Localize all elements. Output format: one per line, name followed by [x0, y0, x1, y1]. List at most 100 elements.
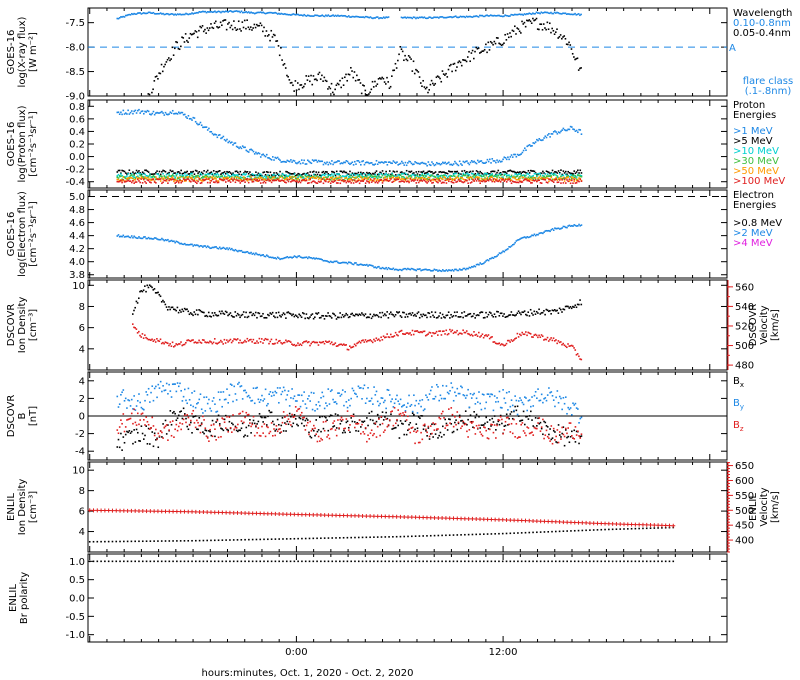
data-point — [485, 259, 488, 262]
y-tick-label: 4 — [79, 376, 85, 387]
data-point — [422, 170, 425, 173]
data-point — [375, 179, 378, 182]
data-point — [161, 110, 163, 113]
y-tick-label: 5.0 — [69, 192, 85, 203]
data-point — [200, 245, 203, 247]
data-point — [538, 176, 541, 179]
data-point — [235, 170, 238, 173]
data-point — [276, 316, 279, 319]
data-point — [524, 25, 527, 28]
data-point — [288, 340, 291, 343]
data-point — [224, 172, 227, 175]
data-point — [139, 237, 141, 239]
data-point — [508, 339, 510, 342]
data-point — [128, 169, 131, 172]
data-point — [334, 260, 337, 263]
data-point — [564, 177, 567, 179]
data-point — [398, 437, 401, 439]
data-point — [279, 339, 281, 342]
data-point — [359, 314, 362, 316]
data-point — [347, 73, 350, 76]
data-point — [302, 176, 304, 179]
data-point — [202, 175, 204, 178]
data-point — [412, 314, 415, 317]
data-point — [366, 263, 368, 266]
data-point — [466, 56, 469, 58]
data-point — [474, 172, 477, 175]
data-point — [329, 163, 332, 165]
data-point — [549, 178, 551, 181]
data-point — [317, 344, 320, 346]
data-point — [222, 179, 225, 182]
data-point — [176, 41, 179, 44]
data-point — [552, 174, 555, 176]
data-point — [356, 313, 358, 316]
data-point — [154, 76, 157, 78]
data-point — [123, 16, 126, 18]
data-point — [169, 343, 171, 345]
data-point — [411, 312, 414, 314]
data-point — [183, 413, 186, 415]
data-point — [446, 270, 449, 272]
data-point — [242, 341, 245, 343]
data-point — [366, 176, 368, 179]
data-point — [413, 178, 415, 180]
data-point — [466, 160, 468, 162]
data-point — [296, 423, 298, 426]
data-point — [427, 312, 429, 314]
data-point — [290, 14, 292, 16]
data-point — [122, 109, 125, 112]
data-point — [499, 171, 502, 174]
data-point — [486, 178, 489, 180]
data-point — [353, 421, 356, 423]
data-point — [294, 177, 297, 180]
data-point — [117, 177, 120, 179]
data-point — [456, 16, 458, 19]
data-point — [433, 332, 435, 335]
data-point — [139, 177, 141, 180]
data-point — [333, 313, 335, 315]
data-point — [526, 236, 529, 238]
data-point — [456, 428, 459, 431]
y-label: [cm⁻²s⁻¹sr⁻¹] — [28, 201, 39, 267]
data-point — [545, 308, 548, 311]
data-point — [414, 179, 416, 181]
data-point — [374, 177, 377, 180]
data-point — [243, 435, 245, 438]
data-point — [466, 179, 468, 182]
data-point — [263, 175, 266, 178]
data-point — [187, 178, 190, 180]
data-point — [410, 180, 413, 182]
data-point — [127, 179, 129, 181]
data-point — [552, 229, 555, 232]
data-point — [140, 237, 143, 240]
data-point — [483, 178, 485, 181]
data-point — [444, 418, 447, 421]
data-point — [244, 146, 246, 149]
data-point — [340, 420, 343, 422]
data-point — [409, 174, 412, 177]
data-point — [243, 11, 245, 14]
data-point — [526, 178, 529, 181]
data-point — [437, 316, 439, 319]
data-point — [298, 14, 301, 17]
data-point — [429, 174, 432, 176]
data-point — [480, 263, 483, 265]
data-point — [528, 332, 531, 334]
data-point — [259, 11, 262, 13]
data-point — [215, 180, 217, 182]
data-point — [505, 14, 508, 17]
data-point — [484, 334, 486, 337]
data-point — [227, 177, 230, 179]
data-point — [292, 179, 295, 182]
data-point — [145, 182, 148, 184]
data-point — [308, 256, 310, 258]
data-point — [394, 314, 397, 316]
data-point — [491, 180, 494, 183]
data-point — [138, 176, 140, 179]
data-point — [293, 173, 296, 175]
data-point — [478, 176, 480, 179]
data-point — [522, 179, 525, 182]
data-point — [370, 162, 373, 164]
data-point — [222, 135, 225, 138]
